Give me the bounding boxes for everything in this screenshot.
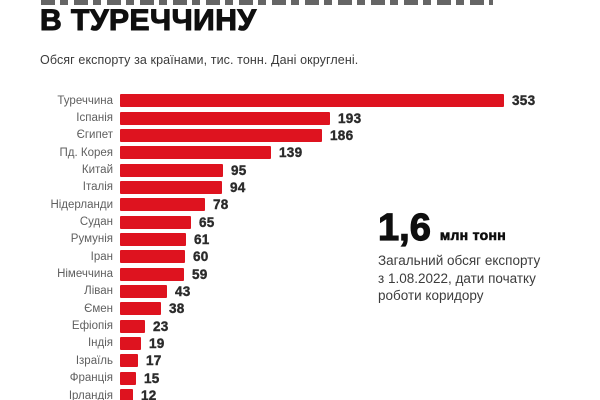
bar-row: Ліван 43 bbox=[40, 283, 600, 300]
bar bbox=[120, 371, 136, 385]
country-label: Індія bbox=[87, 337, 113, 350]
value-label: 78 bbox=[213, 197, 229, 213]
bar bbox=[120, 267, 184, 281]
bar-row: Франція 15 bbox=[40, 370, 600, 387]
value-label: 19 bbox=[149, 335, 165, 351]
value-label: 94 bbox=[230, 179, 246, 195]
bar bbox=[120, 215, 191, 229]
bar-row: Ізраїль 17 bbox=[40, 352, 600, 369]
bar-row: Іспанія 193 bbox=[40, 109, 600, 126]
country-label: Судан bbox=[79, 216, 113, 229]
bar-row: Румунія 61 bbox=[40, 231, 600, 248]
value-label: 60 bbox=[193, 249, 209, 265]
bar bbox=[120, 389, 133, 400]
country-label: Єгипет bbox=[76, 129, 113, 142]
bar bbox=[120, 163, 223, 177]
value-label: 353 bbox=[512, 93, 536, 109]
bar bbox=[120, 354, 138, 368]
bar bbox=[120, 111, 330, 125]
bar bbox=[120, 232, 186, 246]
value-label: 139 bbox=[279, 145, 303, 161]
bar-row: Китай 95 bbox=[40, 161, 600, 178]
bar bbox=[120, 198, 205, 212]
country-label: Ірландія bbox=[68, 389, 113, 400]
clipped-headline-strip bbox=[41, 0, 493, 5]
country-label: Нідерланди bbox=[50, 198, 113, 211]
country-label: Ізраїль bbox=[75, 354, 113, 367]
bar-row: Італія 94 bbox=[40, 179, 600, 196]
value-label: 15 bbox=[144, 370, 160, 386]
value-label: 59 bbox=[192, 266, 208, 282]
value-label: 38 bbox=[169, 301, 185, 317]
bar bbox=[120, 128, 322, 142]
value-label: 23 bbox=[153, 318, 169, 334]
country-label: Ємен bbox=[84, 302, 113, 315]
value-label: 12 bbox=[141, 388, 157, 400]
bar-row: Ірландія 12 bbox=[40, 387, 600, 400]
total-description: Загальний обсяг експорту з 1.08.2022, да… bbox=[378, 253, 541, 304]
bar bbox=[120, 319, 145, 333]
country-label: Пд. Корея bbox=[59, 146, 113, 159]
value-label: 193 bbox=[338, 110, 362, 126]
country-label: Китай bbox=[81, 164, 113, 177]
bar-row: Ємен 38 bbox=[40, 300, 600, 317]
country-label: Іспанія bbox=[76, 112, 113, 125]
country-label: Туреччина bbox=[57, 94, 113, 107]
country-label: Ліван bbox=[84, 285, 113, 298]
country-label: Іран bbox=[90, 250, 113, 263]
bar-row: Іран 60 bbox=[40, 248, 600, 265]
value-label: 95 bbox=[231, 162, 247, 178]
value-label: 186 bbox=[330, 127, 354, 143]
bar-row: Туреччина 353 bbox=[40, 92, 600, 109]
bar bbox=[120, 180, 222, 194]
bar bbox=[120, 284, 167, 298]
country-label: Німеччина bbox=[57, 268, 113, 281]
bar bbox=[120, 250, 185, 264]
bar-row: Єгипет 186 bbox=[40, 127, 600, 144]
bar-row: Пд. Корея 139 bbox=[40, 144, 600, 161]
value-label: 61 bbox=[194, 231, 210, 247]
bar-row: Німеччина 59 bbox=[40, 265, 600, 282]
bar-row: Ефіопія 23 bbox=[40, 317, 600, 334]
total-annotation-head: 1,6 млн тонн bbox=[377, 207, 568, 249]
bar-row: Нідерланди 78 bbox=[40, 196, 600, 213]
bar bbox=[120, 94, 504, 108]
country-label: Франція bbox=[69, 372, 113, 385]
value-label: 43 bbox=[175, 283, 191, 299]
page-title: В ТУРЕЧЧИНУ bbox=[39, 4, 257, 37]
country-label: Італія bbox=[82, 181, 113, 194]
country-label: Румунія bbox=[70, 233, 113, 246]
country-label: Ефіопія bbox=[71, 320, 113, 333]
value-label: 65 bbox=[199, 214, 215, 230]
total-annotation: 1,6 млн тонн Загальний обсяг експорту з … bbox=[377, 207, 568, 305]
total-value: 1,6 bbox=[377, 207, 431, 249]
bar bbox=[120, 302, 161, 316]
chart-subtitle: Обсяг експорту за країнами, тис. тонн. Д… bbox=[40, 53, 359, 67]
bar-rows: Туреччина 353 Іспанія 193 Єгипет 186 Пд. Корея… bbox=[40, 92, 600, 400]
bar-row: Індія 19 bbox=[40, 335, 600, 352]
bar bbox=[120, 336, 141, 350]
total-unit: млн тонн bbox=[439, 227, 506, 244]
value-label: 17 bbox=[146, 353, 162, 369]
bar bbox=[120, 146, 271, 160]
bar-row: Судан 65 bbox=[40, 213, 600, 230]
